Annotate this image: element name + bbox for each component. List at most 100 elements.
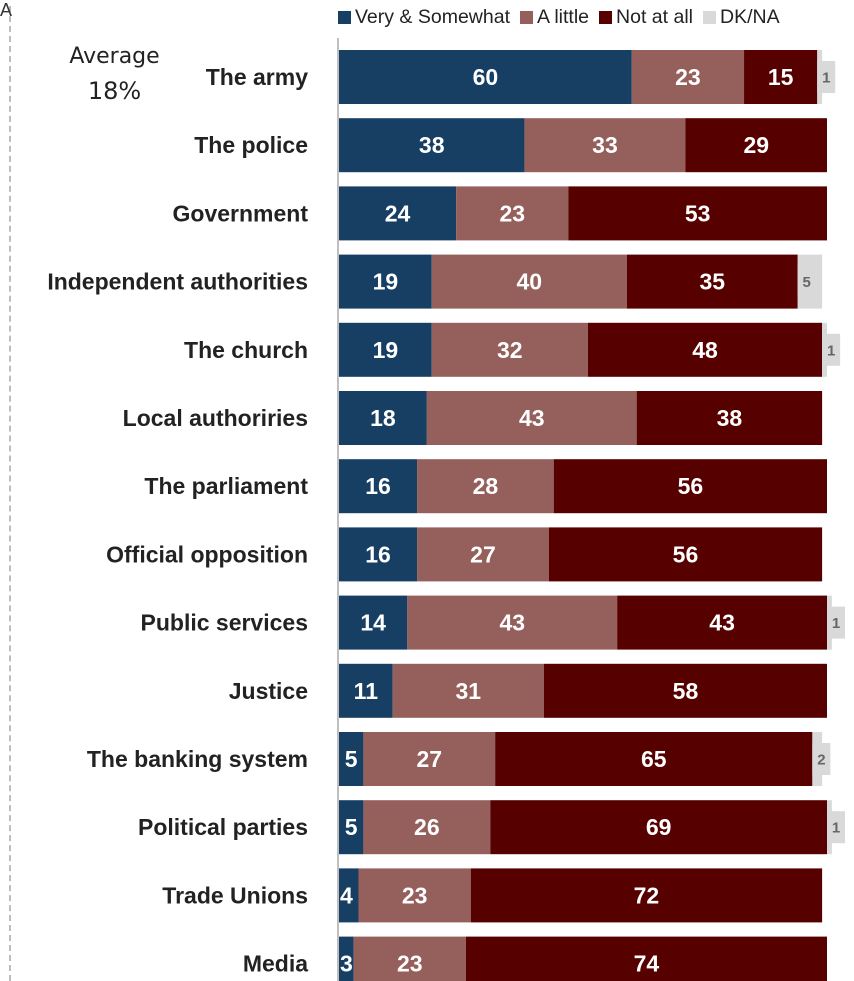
average-label: Average	[69, 44, 160, 69]
data-label: 28	[473, 473, 499, 499]
category-label: Justice	[229, 678, 308, 704]
bar-segment	[548, 527, 823, 582]
data-label: 3	[340, 951, 353, 977]
category-label: The church	[184, 337, 308, 363]
bar-segment	[363, 800, 491, 855]
data-label: 27	[470, 541, 496, 567]
data-label: 29	[743, 132, 769, 158]
bar-segment	[431, 254, 627, 309]
data-label: 48	[692, 337, 718, 363]
data-label: 43	[709, 610, 735, 636]
data-label: 58	[673, 678, 699, 704]
data-label: 69	[646, 814, 672, 840]
data-label: 1	[822, 70, 830, 87]
bar-segment	[524, 118, 686, 173]
average-value: 18%	[87, 77, 142, 105]
bar-segment	[339, 663, 393, 718]
bar-segment	[543, 663, 827, 718]
legend-swatch	[520, 10, 533, 24]
bar-segment	[339, 800, 364, 855]
data-label: 32	[497, 337, 523, 363]
dk-label-box	[817, 61, 836, 93]
bar-segment	[339, 254, 432, 309]
data-label: 56	[678, 473, 704, 499]
chart-legend: Very & Somewhat A little Not at all DK/N…	[338, 4, 780, 30]
data-label: 60	[473, 64, 499, 90]
data-label: 27	[416, 746, 442, 772]
bar-segment	[553, 459, 827, 514]
data-label: 1	[832, 820, 840, 837]
bar-segment	[339, 732, 364, 786]
bar-segment	[417, 527, 549, 582]
legend-item-dk-na: DK/NA	[702, 5, 780, 29]
category-label: Media	[243, 951, 308, 977]
bar-segment	[407, 595, 618, 650]
category-label: Independent authorities	[47, 269, 308, 295]
bar-segment	[339, 186, 457, 241]
bar-segment	[339, 459, 418, 514]
data-label: 15	[768, 64, 794, 90]
bar-segment	[490, 800, 827, 855]
dk-label-box	[827, 811, 845, 844]
bar-segment	[568, 186, 827, 241]
data-label: 4	[340, 882, 353, 908]
data-label: 31	[456, 678, 482, 704]
bar-segment	[587, 322, 823, 377]
data-label: 5	[803, 274, 811, 291]
data-label: 16	[365, 541, 391, 567]
average-annotation: Average 18%	[52, 40, 177, 108]
bar-segment	[495, 732, 813, 786]
data-label: 26	[414, 814, 440, 840]
data-label: 18	[370, 405, 396, 431]
bar-segment	[456, 186, 569, 241]
bar-segment	[465, 936, 827, 981]
data-label: 53	[685, 200, 711, 226]
category-label: The banking system	[87, 746, 308, 772]
bar-segment	[685, 118, 827, 173]
bar-segment	[339, 50, 632, 104]
data-label: 14	[360, 610, 386, 636]
legend-swatch	[702, 10, 716, 24]
bar-segment	[358, 868, 471, 923]
data-label: 5	[345, 746, 358, 772]
data-label: 56	[673, 541, 699, 567]
data-label: 19	[373, 337, 399, 363]
data-label: 40	[517, 269, 543, 295]
bar-segment	[339, 391, 427, 445]
data-label: 43	[499, 610, 525, 636]
category-label: The police	[194, 132, 308, 158]
bar-segment	[392, 663, 544, 718]
data-label: 23	[397, 951, 423, 977]
data-label: 72	[634, 882, 660, 908]
data-label: 38	[717, 405, 743, 431]
category-label: Government	[173, 200, 309, 226]
legend-label: Not at all	[616, 5, 693, 28]
data-label: 35	[700, 269, 726, 295]
dk-label-box	[812, 743, 831, 775]
bar-segment	[617, 595, 827, 650]
category-label: Political parties	[138, 814, 308, 840]
category-label: Trade Unions	[162, 882, 308, 908]
data-label: 5	[345, 814, 358, 840]
data-label: 24	[385, 200, 411, 226]
bar-segment	[636, 391, 823, 445]
bar-segment	[363, 732, 496, 786]
dk-label-box	[797, 265, 816, 298]
bar-segment	[626, 254, 798, 309]
bar-segment	[426, 391, 637, 445]
legend-swatch	[338, 10, 351, 24]
bar-segment	[339, 595, 408, 650]
legend-item-very-somewhat: Very & Somewhat	[338, 6, 510, 29]
legend-label: Very & Somewhat	[355, 5, 510, 28]
data-label: 74	[634, 951, 660, 977]
bar-segment	[417, 459, 554, 514]
legend-label: DK/NA	[719, 5, 780, 28]
data-label: 23	[499, 200, 525, 226]
bar-segment	[631, 50, 745, 104]
frame-dashed-line	[9, 6, 11, 981]
bar-segment	[339, 936, 354, 981]
data-label: 65	[641, 746, 667, 772]
category-label: The parliament	[144, 473, 308, 499]
data-label: 23	[675, 64, 701, 90]
